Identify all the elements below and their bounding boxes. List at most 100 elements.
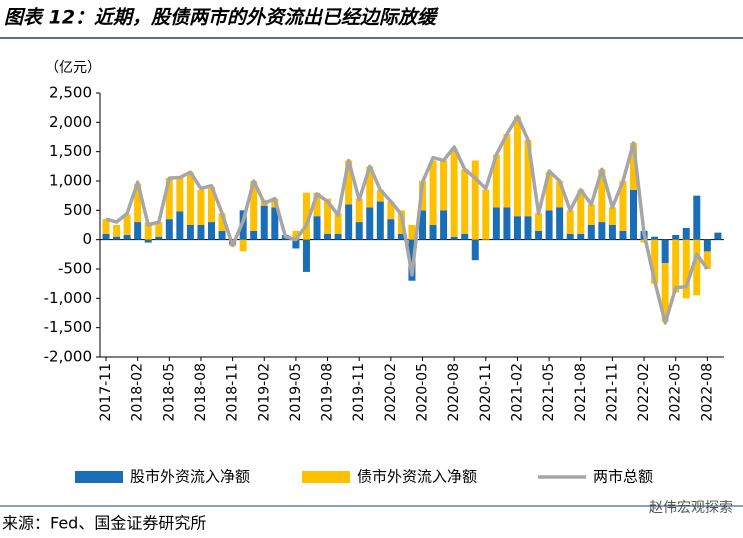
bar bbox=[693, 239, 701, 296]
bar bbox=[703, 239, 711, 252]
bar bbox=[271, 207, 279, 240]
bar bbox=[503, 207, 511, 240]
bar bbox=[672, 234, 680, 240]
bar bbox=[250, 230, 258, 240]
bar bbox=[239, 239, 247, 252]
legend-swatch bbox=[302, 471, 350, 483]
bar bbox=[302, 192, 310, 240]
bar bbox=[482, 189, 490, 240]
bar bbox=[461, 233, 469, 240]
x-tick-label: 2019-11 bbox=[351, 363, 367, 422]
bar bbox=[123, 214, 131, 235]
bar bbox=[545, 172, 553, 211]
x-tick-label: 2020-11 bbox=[478, 363, 494, 422]
bar bbox=[429, 225, 437, 240]
y-tick-label: 500 bbox=[63, 201, 92, 219]
bar bbox=[355, 222, 363, 240]
bar bbox=[492, 154, 500, 208]
bar bbox=[556, 207, 564, 240]
bar bbox=[450, 236, 458, 240]
bar bbox=[535, 213, 543, 231]
y-tick-label: 1,500 bbox=[49, 142, 92, 160]
bar bbox=[619, 230, 627, 240]
x-tick-label: 2019-08 bbox=[320, 363, 336, 422]
bar bbox=[313, 216, 321, 240]
bar bbox=[334, 213, 342, 234]
y-tick-label: -1,500 bbox=[44, 318, 92, 336]
bar bbox=[387, 201, 395, 220]
y-tick-label: -500 bbox=[58, 260, 92, 278]
bar bbox=[376, 189, 384, 202]
bar bbox=[703, 251, 711, 269]
bar bbox=[345, 160, 353, 205]
x-tick-label: 2019-02 bbox=[256, 363, 272, 422]
bar bbox=[672, 239, 680, 293]
bar bbox=[113, 225, 121, 237]
legend-label: 两市总额 bbox=[593, 468, 653, 486]
x-tick-label: 2021-05 bbox=[541, 363, 557, 422]
bar bbox=[492, 207, 500, 240]
bar bbox=[155, 236, 163, 240]
bar bbox=[260, 205, 268, 240]
bar bbox=[535, 230, 543, 240]
bar bbox=[471, 160, 479, 240]
bar bbox=[366, 207, 374, 240]
bar bbox=[144, 222, 152, 240]
bar bbox=[102, 219, 110, 234]
bar bbox=[503, 134, 511, 208]
bar bbox=[144, 239, 152, 243]
bar bbox=[566, 233, 574, 240]
line bbox=[105, 114, 709, 325]
x-tick-label: 2018-05 bbox=[161, 363, 177, 422]
bar bbox=[598, 222, 606, 240]
bar bbox=[524, 139, 532, 217]
bar bbox=[165, 219, 173, 240]
bar bbox=[513, 116, 521, 217]
bar bbox=[123, 234, 131, 240]
x-tick-label: 2020-08 bbox=[446, 363, 462, 422]
bar bbox=[608, 207, 616, 225]
legend-swatch bbox=[75, 471, 123, 483]
x-tick-label: 2021-08 bbox=[573, 363, 589, 422]
bar bbox=[619, 181, 627, 231]
bar bbox=[461, 169, 469, 234]
bar bbox=[682, 239, 690, 299]
bar bbox=[208, 186, 215, 223]
legend-label: 股市外资流入净额 bbox=[130, 468, 250, 486]
bar bbox=[134, 183, 142, 223]
bar bbox=[429, 160, 437, 225]
bar bbox=[102, 233, 110, 240]
x-tick-label: 2021-02 bbox=[509, 363, 525, 422]
bar bbox=[450, 148, 458, 237]
bar bbox=[524, 216, 532, 240]
x-tick-label: 2018-02 bbox=[130, 363, 146, 422]
y-tick-label: 2,500 bbox=[49, 84, 92, 102]
bar bbox=[176, 177, 184, 212]
bar bbox=[366, 166, 374, 208]
bar bbox=[545, 210, 553, 240]
bar bbox=[587, 204, 595, 225]
bar bbox=[176, 211, 184, 240]
bar bbox=[197, 189, 205, 225]
bar bbox=[661, 239, 669, 264]
bar bbox=[313, 192, 321, 217]
bar bbox=[556, 181, 564, 208]
bar bbox=[682, 227, 690, 240]
bar bbox=[208, 222, 215, 240]
bar bbox=[186, 172, 194, 225]
bar bbox=[186, 225, 194, 240]
bar bbox=[292, 230, 300, 240]
bar bbox=[651, 236, 659, 240]
bar bbox=[440, 210, 448, 240]
bar bbox=[598, 169, 606, 223]
y-tick-label: 2,000 bbox=[49, 113, 92, 131]
bar bbox=[471, 239, 479, 261]
y-tick-label: -1,000 bbox=[44, 289, 92, 307]
x-tick-label: 2022-02 bbox=[636, 363, 652, 422]
bar bbox=[693, 195, 701, 240]
x-tick-label: 2021-11 bbox=[604, 363, 620, 422]
bar bbox=[661, 263, 669, 322]
x-tick-label: 2020-05 bbox=[415, 363, 431, 422]
bar bbox=[218, 213, 226, 231]
